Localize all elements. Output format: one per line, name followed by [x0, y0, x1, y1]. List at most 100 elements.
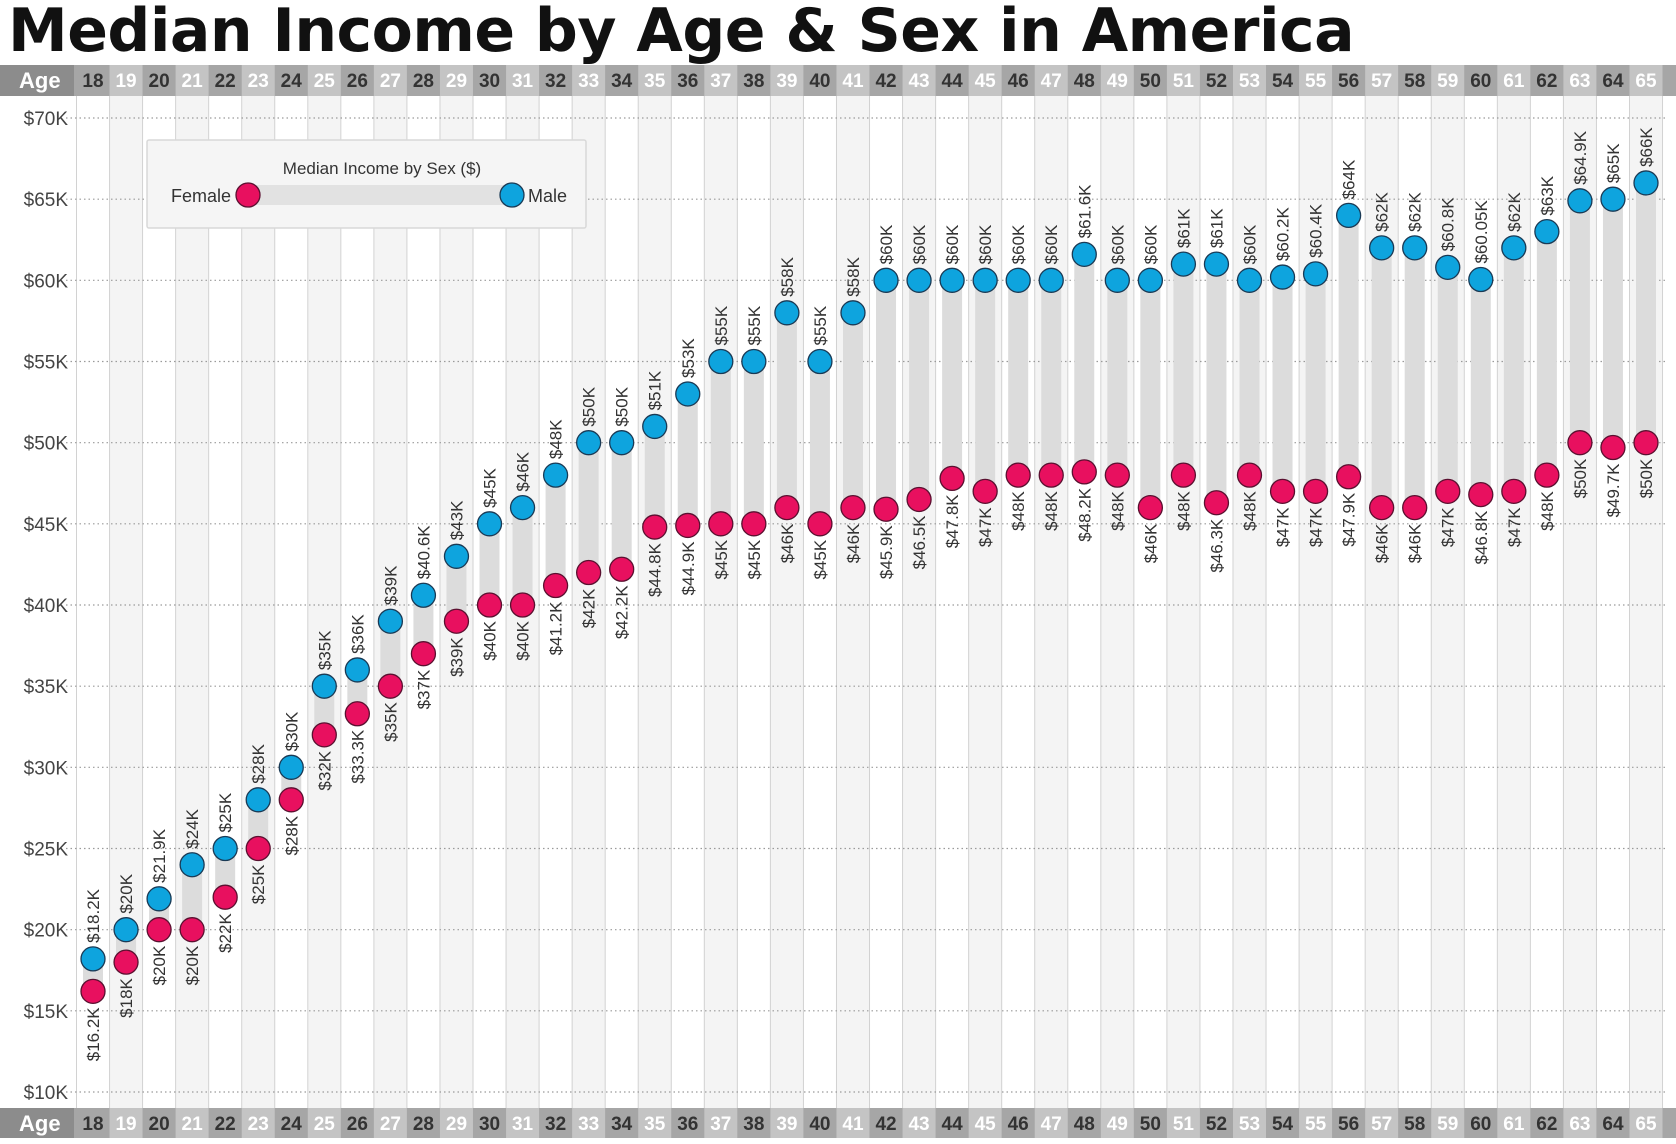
female-value-label: $41.2K: [547, 601, 566, 656]
female-value-label: $35K: [381, 702, 400, 742]
age-axis-label-bg-bottom: [0, 1108, 74, 1138]
female-value-label: $50K: [1571, 458, 1590, 498]
male-value-label: $60K: [943, 224, 962, 264]
female-value-label: $32K: [315, 750, 334, 790]
age-tick-label: 57: [1371, 1114, 1392, 1135]
female-value-label: $48K: [1538, 490, 1557, 530]
female-dot: [1269, 478, 1296, 505]
female-dot: [410, 641, 437, 667]
legend-male-dot: [499, 182, 525, 208]
age-cell-bg: [1629, 1108, 1663, 1138]
male-value-label: $60K: [976, 224, 995, 264]
y-tick-label: $60K: [24, 271, 69, 292]
chart-title: Median Income by Age & Sex in America: [8, 0, 1355, 66]
female-value-label: $46.8K: [1472, 510, 1491, 565]
age-tick-label: 64: [1602, 1114, 1624, 1135]
y-tick-label: $55K: [24, 353, 69, 374]
female-value-label: $25K: [249, 864, 268, 904]
male-dot: [1269, 264, 1296, 290]
male-value-label: $60.8K: [1439, 197, 1458, 252]
age-tick-label: 31: [512, 71, 534, 92]
age-cell-bg: [373, 1108, 407, 1138]
age-cell-bg: [968, 65, 1002, 96]
male-dot: [1071, 241, 1097, 268]
male-dot: [1435, 254, 1461, 280]
male-dot: [1633, 170, 1659, 196]
age-cell-bg: [1365, 1108, 1399, 1138]
age-tick-label: 42: [875, 71, 896, 92]
age-cell-bg: [373, 65, 407, 96]
age-tick-label: 53: [1239, 71, 1260, 92]
age-cell-bg: [836, 65, 870, 96]
female-dot: [1170, 462, 1197, 488]
age-tick-label: 22: [215, 71, 236, 92]
age-tick-label: 54: [1272, 1114, 1294, 1135]
y-tick-label: $45K: [24, 515, 69, 536]
age-tick-label: 40: [809, 71, 830, 92]
female-value-label: $47.8K: [943, 494, 962, 549]
male-dot: [1402, 235, 1428, 261]
female-dot: [80, 978, 106, 1005]
male-dot: [1005, 267, 1031, 293]
female-dot: [179, 917, 205, 943]
age-cell-bg: [770, 1108, 804, 1138]
age-tick-label: 29: [446, 71, 467, 92]
age-tick-label: 19: [115, 71, 136, 92]
age-axis-label-top: Age: [19, 68, 61, 93]
age-cell-bg: [1365, 65, 1399, 96]
male-value-label: $63K: [1538, 175, 1557, 215]
male-dot: [311, 673, 337, 699]
age-tick-label: 45: [975, 1114, 997, 1135]
age-cell-bg: [704, 65, 738, 96]
y-tick-label: $65K: [24, 190, 69, 211]
female-dot: [1335, 464, 1362, 490]
age-tick-label: 47: [1041, 71, 1062, 92]
male-dot: [774, 300, 800, 326]
age-tick-label: 46: [1008, 71, 1029, 92]
age-tick-label: 53: [1239, 1114, 1260, 1135]
age-tick-label: 58: [1404, 1114, 1425, 1135]
female-value-label: $47.9K: [1340, 492, 1359, 547]
column-bg: [968, 96, 1002, 1108]
male-dot: [873, 267, 899, 293]
age-cell-bg: [109, 65, 143, 96]
female-value-label: $48K: [1240, 490, 1259, 530]
age-cell-bg: [307, 1108, 341, 1138]
male-value-label: $60K: [877, 224, 896, 264]
male-dot: [377, 608, 404, 634]
age-tick-label: 27: [380, 71, 401, 92]
female-value-label: $47K: [1307, 507, 1326, 547]
female-value-label: $22K: [216, 913, 235, 953]
male-dot: [542, 462, 569, 488]
age-tick-label: 61: [1503, 1114, 1525, 1135]
male-dot: [344, 657, 370, 683]
male-dot: [939, 267, 965, 293]
female-value-label: $44.8K: [646, 542, 665, 597]
male-value-label: $28K: [249, 743, 268, 783]
age-tick-label: 43: [908, 71, 929, 92]
female-dot: [1633, 430, 1659, 456]
age-tick-label: 37: [710, 1114, 731, 1135]
female-value-label: $48K: [1042, 490, 1061, 530]
female-value-label: $46K: [1141, 523, 1160, 563]
female-value-label: $44.9K: [679, 541, 698, 596]
age-tick-label: 27: [380, 1114, 401, 1135]
male-value-label: $50K: [613, 386, 632, 426]
age-tick-label: 52: [1206, 71, 1227, 92]
female-dot: [708, 511, 734, 537]
male-value-label: $60.2K: [1274, 207, 1293, 262]
female-value-label: $46K: [844, 523, 863, 563]
age-tick-label: 34: [611, 1114, 633, 1135]
female-value-label: $47K: [1439, 507, 1458, 547]
age-tick-label: 23: [248, 71, 269, 92]
male-dot: [410, 582, 437, 608]
female-dot: [1534, 462, 1560, 488]
female-dot: [1567, 430, 1593, 456]
female-dot: [344, 701, 370, 727]
female-value-label: $20K: [150, 945, 169, 985]
male-value-label: $20K: [117, 873, 136, 913]
age-tick-label: 29: [446, 1114, 467, 1135]
male-value-label: $61K: [1207, 208, 1226, 248]
age-cell-bg: [1166, 65, 1200, 96]
age-tick-label: 30: [479, 71, 500, 92]
